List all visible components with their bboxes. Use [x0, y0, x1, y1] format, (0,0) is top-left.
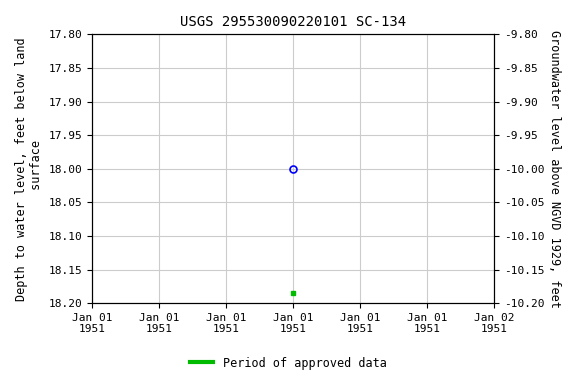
Y-axis label: Depth to water level, feet below land
 surface: Depth to water level, feet below land su…	[15, 37, 43, 301]
Title: USGS 295530090220101 SC-134: USGS 295530090220101 SC-134	[180, 15, 406, 29]
Y-axis label: Groundwater level above NGVD 1929, feet: Groundwater level above NGVD 1929, feet	[548, 30, 561, 308]
Legend: Period of approved data: Period of approved data	[185, 352, 391, 374]
